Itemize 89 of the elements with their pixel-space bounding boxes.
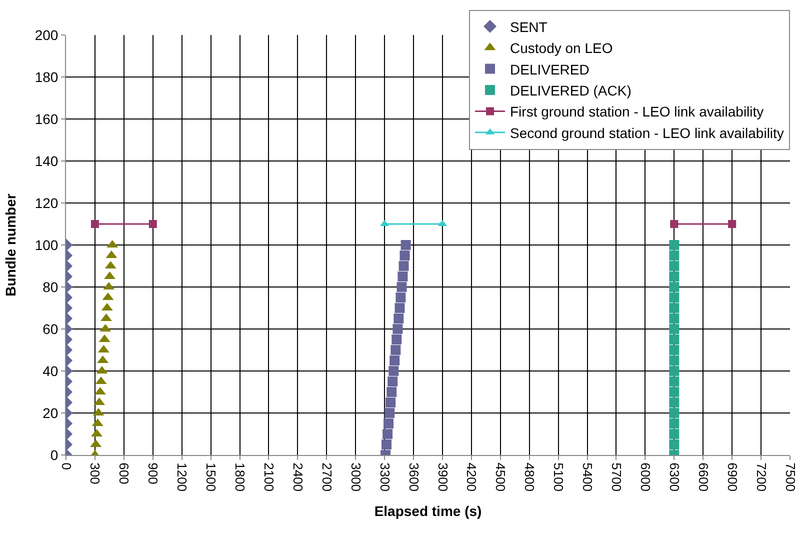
point — [669, 376, 680, 386]
y-tick-label: 80 — [42, 278, 58, 295]
point — [398, 261, 409, 271]
x-tick-label: 0 — [58, 462, 74, 470]
x-tick-label: 4500 — [493, 462, 508, 492]
point — [384, 418, 394, 428]
legend-label: SENT — [510, 18, 548, 35]
x-tick-label: 5100 — [551, 462, 566, 492]
point — [728, 220, 736, 228]
x-tick-label: 600 — [116, 462, 132, 484]
point — [388, 366, 399, 376]
point — [669, 303, 680, 313]
point — [90, 220, 99, 228]
x-tick-label: 3900 — [435, 462, 450, 492]
point — [669, 240, 680, 250]
point — [669, 282, 680, 292]
x-tick-label: 3600 — [406, 462, 422, 492]
point — [390, 356, 400, 366]
x-tick-label: 6900 — [724, 462, 740, 492]
y-tick-label: 120 — [34, 194, 58, 211]
x-tick-label: 6000 — [638, 462, 653, 492]
x-tick-label: 2700 — [319, 462, 334, 492]
point — [398, 272, 408, 282]
y-tick-label: 160 — [34, 110, 58, 127]
point — [396, 282, 407, 292]
x-tick-label: 4200 — [464, 462, 480, 492]
point — [669, 398, 680, 408]
x-tick-label: 1500 — [204, 462, 219, 492]
x-tick-label: 7200 — [754, 462, 769, 492]
point — [669, 387, 680, 397]
point — [669, 429, 680, 439]
point — [669, 261, 680, 271]
point — [396, 292, 406, 302]
point — [400, 240, 411, 250]
point — [669, 250, 680, 260]
point — [386, 398, 396, 408]
point — [669, 356, 680, 366]
point — [669, 440, 680, 450]
point — [392, 324, 403, 334]
x-tick-label: 900 — [146, 462, 161, 484]
y-tick-label: 180 — [34, 68, 58, 85]
y-tick-label: 20 — [42, 404, 58, 421]
legend-label: First ground station - LEO link availability — [510, 104, 764, 120]
y-tick-label: 0 — [50, 446, 58, 463]
point — [148, 220, 157, 228]
point — [669, 408, 680, 418]
x-tick-label: 5400 — [580, 462, 596, 492]
x-tick-label: 6600 — [696, 462, 711, 492]
point — [669, 345, 680, 355]
legend-label: DELIVERED — [510, 61, 590, 78]
point — [384, 408, 395, 418]
point — [669, 272, 680, 282]
y-axis-title: Bundle number — [2, 193, 18, 296]
point — [669, 314, 680, 324]
point — [392, 334, 402, 344]
x-tick-label: 4800 — [522, 462, 538, 492]
point — [400, 250, 410, 260]
y-tick-label: 40 — [42, 362, 58, 379]
point — [669, 292, 680, 302]
y-tick-label: 100 — [34, 236, 58, 253]
x-tick-label: 300 — [88, 462, 103, 484]
x-tick-label: 3300 — [377, 462, 392, 492]
point — [390, 345, 401, 355]
x-tick-label: 1200 — [174, 462, 190, 492]
x-tick-label: 3000 — [348, 462, 364, 492]
point — [388, 376, 398, 386]
legend-label: DELIVERED (ACK) — [510, 82, 632, 98]
y-tick-label: 140 — [34, 152, 58, 169]
x-tick-label: 2100 — [261, 462, 276, 492]
x-tick-label: 7500 — [782, 462, 798, 492]
y-tick-label: 200 — [34, 26, 58, 43]
x-axis-title: Elapsed time (s) — [374, 502, 482, 519]
x-tick-label: 5700 — [609, 462, 624, 492]
point — [670, 220, 678, 228]
point — [394, 314, 404, 324]
point — [386, 387, 397, 397]
point — [669, 366, 680, 376]
legend-label: Custody on LEO — [510, 40, 613, 56]
y-tick-label: 60 — [42, 320, 58, 337]
point — [394, 303, 405, 313]
legend-label: Second ground station - LEO link availability — [510, 124, 784, 141]
point — [381, 440, 392, 450]
x-tick-label: 6300 — [666, 462, 682, 492]
x-tick-label: 2400 — [290, 462, 306, 492]
x-tick-label: 1800 — [232, 462, 248, 492]
point — [669, 418, 680, 428]
point — [669, 324, 680, 334]
point — [669, 334, 680, 344]
point — [382, 429, 393, 439]
